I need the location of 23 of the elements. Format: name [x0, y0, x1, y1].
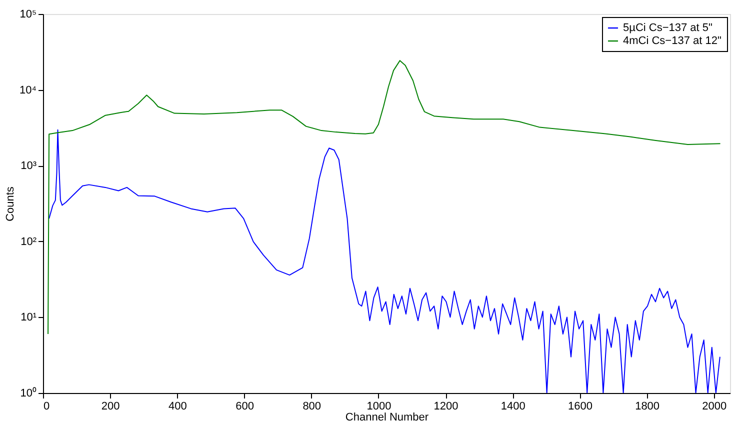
y-tick-label: 10²: [20, 236, 37, 248]
x-tick-label: 0: [44, 400, 50, 412]
x-tick-label: 1600: [568, 400, 592, 412]
line-series: [48, 60, 721, 335]
x-tick-label: 400: [168, 400, 187, 412]
y-tick-label: 10⁵: [20, 8, 36, 20]
x-axis-title: Channel Number: [345, 412, 429, 424]
y-tick-label: 10³: [20, 160, 37, 172]
x-tick-label: 1400: [500, 400, 526, 412]
x-tick-label: 1000: [366, 400, 392, 412]
x-tick-label: 600: [236, 400, 254, 412]
legend-label: 5µCi Cs−137 at 5": [623, 22, 713, 34]
y-tick-label: 10¹: [20, 312, 37, 324]
y-tick-label: 10⁰: [20, 386, 36, 400]
x-tick-label: 1200: [434, 400, 458, 412]
x-tick-label: 200: [101, 400, 120, 412]
legend-label: 4mCi Cs−137 at 12": [623, 35, 722, 47]
y-axis-title: Counts: [4, 186, 17, 222]
y-tick-label: 10⁴: [20, 84, 37, 96]
line-series: [48, 129, 720, 393]
x-tick-label: 2000: [702, 400, 727, 412]
x-tick-label: 800: [302, 400, 322, 412]
x-tick-label: 1800: [635, 400, 660, 412]
